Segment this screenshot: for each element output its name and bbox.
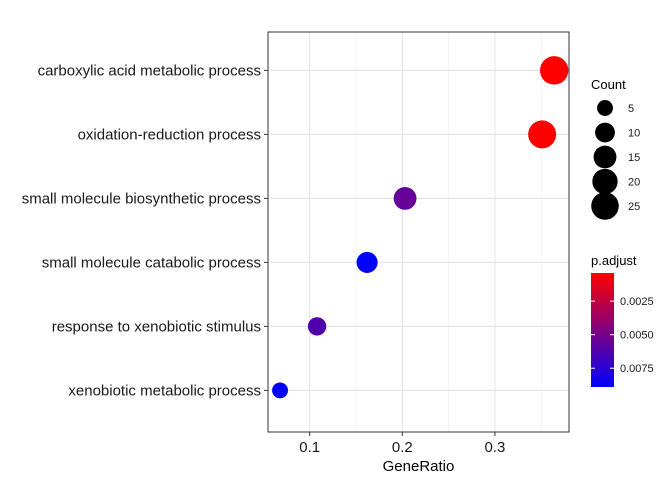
plot-panel-border xyxy=(267,31,570,433)
x-axis-title: GeneRatio xyxy=(383,458,455,475)
p-adjust-colorbar xyxy=(591,273,614,387)
count-legend-key xyxy=(592,168,618,195)
count-legend-key xyxy=(593,145,617,169)
p-adjust-tick-label: 0.0025 xyxy=(620,296,654,308)
x-tick-label: 0.3 xyxy=(484,439,505,456)
count-legend-key xyxy=(595,122,615,143)
y-axis: carboxylic acid metabolic process oxidati… xyxy=(22,62,268,399)
count-legend-label: 5 xyxy=(628,103,634,115)
y-tick-label: small molecule biosynthetic process xyxy=(22,190,261,207)
p-adjust-legend-title: p.adjust xyxy=(591,253,637,268)
count-legend-label: 20 xyxy=(628,177,640,189)
data-point xyxy=(307,317,327,336)
p-adjust-tick-label: 0.0050 xyxy=(620,330,654,342)
data-point xyxy=(528,120,557,149)
data-point xyxy=(539,56,569,85)
data-point xyxy=(393,186,417,210)
y-tick-label: small molecule catabolic process xyxy=(42,254,261,271)
count-legend-key xyxy=(591,192,619,220)
data-point xyxy=(356,251,378,273)
x-axis: 0.1 0.2 0.3 xyxy=(299,432,505,456)
data-points xyxy=(272,56,569,399)
p-adjust-tick-label: 0.0075 xyxy=(620,363,654,375)
count-legend-label: 25 xyxy=(628,201,640,213)
data-point xyxy=(272,382,288,399)
count-legend-title: Count xyxy=(591,77,626,92)
count-legend-key xyxy=(597,100,613,116)
y-tick-label: oxidation-reduction process xyxy=(78,126,261,143)
x-tick-label: 0.1 xyxy=(299,439,320,456)
count-legend-label: 15 xyxy=(628,152,640,164)
plot-panel-background xyxy=(268,32,569,432)
p-adjust-legend: p.adjust 0.0025 0.0050 0.0075 xyxy=(591,253,654,387)
count-legend: Count 5 10 15 20 25 xyxy=(591,77,640,220)
y-tick-label: carboxylic acid metabolic process xyxy=(38,62,261,79)
y-tick-label: response to xenobiotic stimulus xyxy=(52,318,261,335)
y-tick-label: xenobiotic metabolic process xyxy=(68,382,261,399)
count-legend-label: 10 xyxy=(628,128,640,140)
x-tick-label: 0.2 xyxy=(392,439,413,456)
